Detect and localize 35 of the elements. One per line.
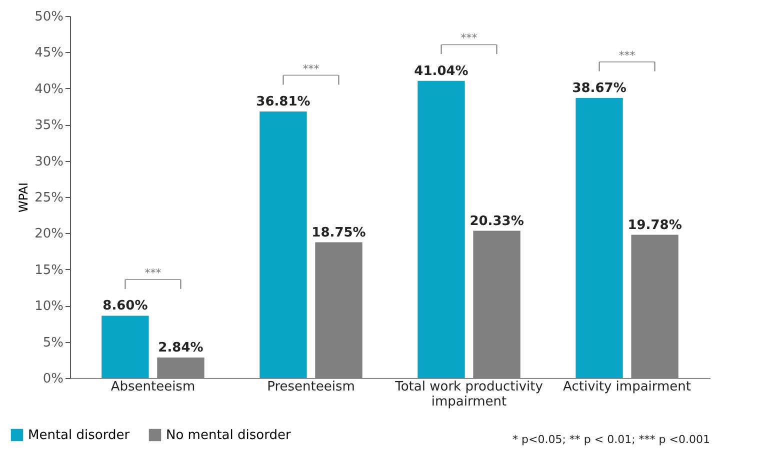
y-tick-label: 30% [34,154,64,170]
data-label: 36.81% [256,94,310,110]
x-tick-label: Activity impairment [563,380,692,394]
x-tick-label: Total work productivity impairment [394,380,544,410]
y-tick-label: 45% [34,46,64,61]
data-label: 18.75% [312,225,366,240]
x-tick-label: Presenteeism [267,380,355,394]
y-axis-title: WPAI [16,182,31,213]
bar [576,98,623,378]
y-tick-label: 20% [34,226,64,242]
annotation: *** [302,62,320,76]
y-tick-label: 5% [42,335,64,350]
legend-label: No mental disorder [166,428,292,443]
data-label: 19.78% [628,218,682,233]
data-label: 20.33% [470,214,524,229]
y-tick-label: 10% [34,299,64,314]
y-tick-label: 35% [34,118,64,134]
legend-label: Mental disorder [28,428,130,443]
annotation: *** [618,48,636,62]
x-tick-label: Absenteeism [110,380,196,394]
y-tick-label: 15% [34,262,64,278]
y-tick-label: 40% [34,82,64,97]
bar [418,80,465,378]
text: * p<0.05; ** p < 0.01; *** p <0.001 [512,433,710,446]
data-label: 41.04% [414,64,468,79]
bar [102,316,149,378]
data-label: 8.60% [102,298,148,314]
y-tick-label: 0% [42,372,64,386]
data-label: 2.84% [158,340,204,356]
annotation: *** [144,266,162,280]
bar [260,111,307,378]
y-tick-label: 25% [34,190,64,206]
annotation: *** [460,32,478,45]
y-tick-label: 50% [34,10,64,24]
data-label: 38.67% [572,81,626,96]
